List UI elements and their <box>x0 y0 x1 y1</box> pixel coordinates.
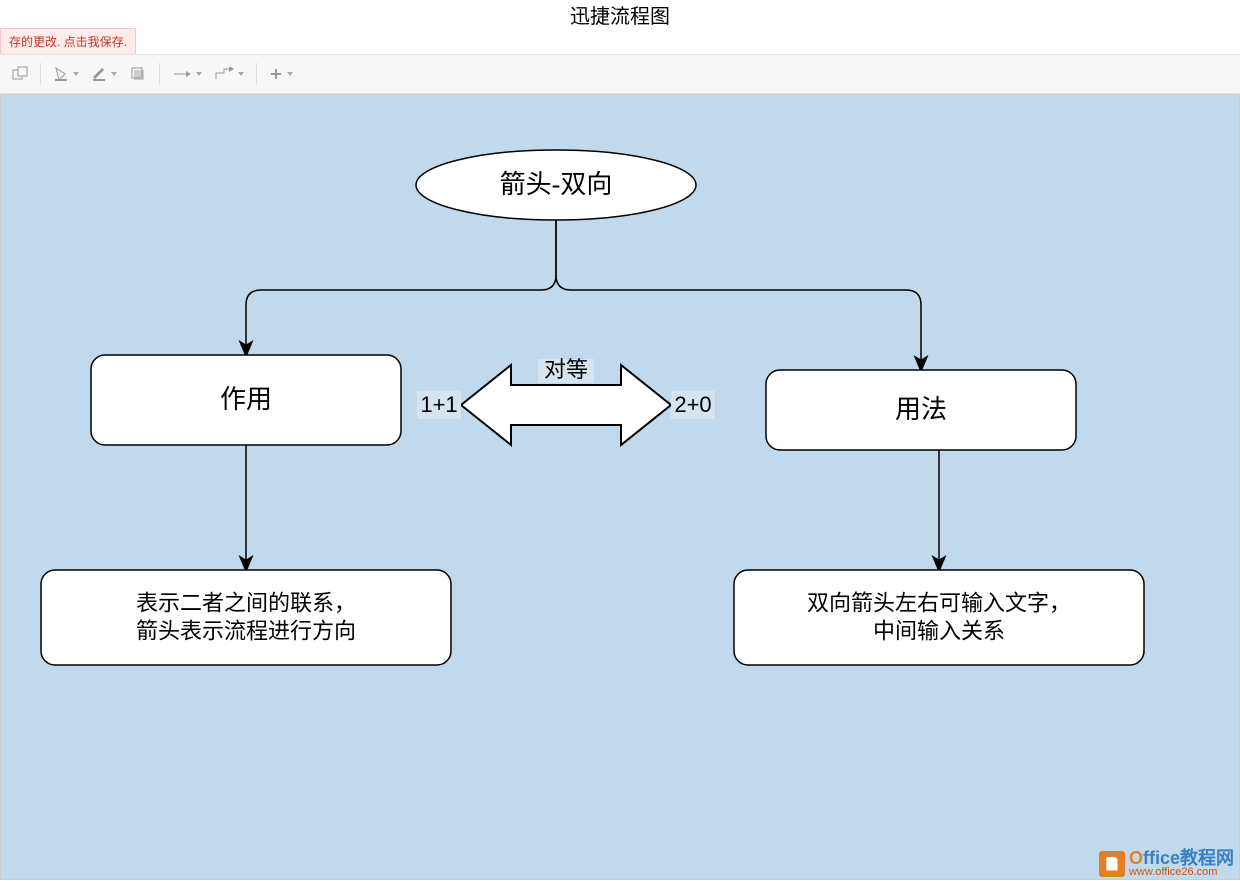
fill-color-icon <box>53 66 69 82</box>
chevron-down-icon <box>111 72 117 76</box>
add-button[interactable] <box>265 61 297 87</box>
waypoint-button[interactable] <box>210 61 248 87</box>
canvas[interactable]: 箭头-双向作用 用法表示二者之间的联系， 箭头表示流程进行方向 双向箭头左右可输入文字… <box>0 94 1240 880</box>
toolbar <box>0 54 1240 94</box>
toolbar-separator <box>159 63 160 85</box>
svg-text:1+1: 1+1 <box>420 392 457 417</box>
toolbar-separator <box>256 63 257 85</box>
svg-text:中间输入关系: 中间输入关系 <box>873 619 1005 644</box>
line-color-button[interactable] <box>87 61 121 87</box>
toolbar-separator <box>40 63 41 85</box>
svg-text:对等: 对等 <box>544 357 588 382</box>
unsaved-notice[interactable]: 存的更改. 点击我保存. <box>0 28 136 55</box>
chevron-down-icon <box>287 72 293 76</box>
svg-text:作用: 作用 <box>220 385 272 414</box>
flowchart-svg: 箭头-双向作用 用法表示二者之间的联系， 箭头表示流程进行方向 双向箭头左右可输入文字… <box>1 95 1240 881</box>
watermark: Office教程网 www.office26.com <box>1099 849 1234 878</box>
watermark-text: Office教程网 www.office26.com <box>1129 849 1234 878</box>
shadow-icon <box>130 66 146 82</box>
svg-text:箭头-双向: 箭头-双向 <box>500 170 613 199</box>
to-front-icon <box>12 66 28 82</box>
chevron-down-icon <box>238 72 244 76</box>
connector-style-icon <box>172 68 192 80</box>
svg-text:双向箭头左右可输入文字，: 双向箭头左右可输入文字， <box>807 591 1071 616</box>
line-color-icon <box>91 66 107 82</box>
app-title: 迅捷流程图 <box>0 0 1240 24</box>
add-icon <box>269 67 283 81</box>
chevron-down-icon <box>73 72 79 76</box>
fill-color-button[interactable] <box>49 61 83 87</box>
waypoint-icon <box>214 67 234 81</box>
connector-style-button[interactable] <box>168 61 206 87</box>
shadow-button[interactable] <box>125 61 151 87</box>
chevron-down-icon <box>196 72 202 76</box>
watermark-icon <box>1099 851 1125 877</box>
svg-text:2+0: 2+0 <box>674 392 711 417</box>
svg-text:箭头表示流程进行方向: 箭头表示流程进行方向 <box>136 619 356 644</box>
svg-text:用法: 用法 <box>895 395 947 424</box>
svg-text:表示二者之间的联系，: 表示二者之间的联系， <box>136 591 356 616</box>
to-front-button[interactable] <box>8 61 32 87</box>
